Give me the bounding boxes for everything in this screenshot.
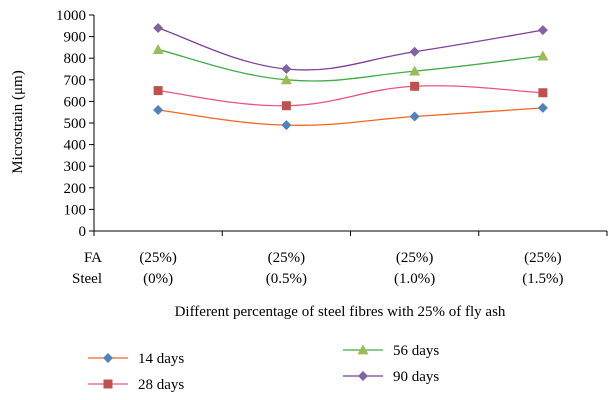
y-tick-label: 800 — [64, 51, 87, 67]
y-tick-label: 100 — [64, 202, 87, 218]
y-tick-label: 900 — [64, 30, 87, 46]
series-14-days — [153, 103, 548, 130]
category-label-steel: (1.5%) — [522, 271, 563, 287]
legend-item-14-days: 14 days — [88, 351, 184, 367]
category-row-label-steel: Steel — [72, 271, 102, 287]
data-point-14-days — [153, 105, 163, 115]
legend-marker — [103, 353, 113, 363]
legend-label: 28 days — [138, 377, 184, 393]
legend-item-56-days: 56 days — [343, 343, 439, 359]
y-tick-label: 600 — [64, 94, 87, 110]
data-point-28-days — [538, 88, 547, 97]
category-label-steel: (1.0%) — [394, 271, 435, 287]
legend-marker — [358, 371, 368, 381]
series-28-days — [154, 82, 548, 110]
legend-item-28-days: 28 days — [88, 377, 184, 393]
legend-label: 14 days — [138, 351, 184, 367]
legend-item-90-days: 90 days — [343, 369, 439, 385]
category-label-fa: (25%) — [268, 250, 306, 266]
data-point-56-days — [153, 44, 164, 54]
y-tick-label: 500 — [64, 116, 87, 132]
category-row-label-fa: FA — [84, 250, 102, 266]
legend-marker — [104, 380, 113, 389]
series-90-days — [153, 23, 548, 74]
series-line-28-days — [158, 86, 543, 106]
data-point-14-days — [281, 120, 291, 130]
y-tick-label: 700 — [64, 73, 87, 89]
category-label-fa: (25%) — [396, 250, 434, 266]
data-point-14-days — [410, 112, 420, 122]
legend-label: 90 days — [393, 369, 439, 385]
data-point-14-days — [538, 103, 548, 113]
data-point-90-days — [153, 23, 163, 33]
data-point-90-days — [538, 25, 548, 35]
data-point-90-days — [281, 64, 291, 74]
category-label-steel: (0%) — [143, 271, 173, 287]
data-point-28-days — [154, 86, 163, 95]
y-tick-label: 300 — [64, 159, 87, 175]
data-point-28-days — [410, 82, 419, 91]
category-label-steel: (0.5%) — [266, 271, 307, 287]
y-tick-label: 200 — [64, 181, 87, 197]
data-point-90-days — [410, 47, 420, 57]
y-axis-title: Microstrain (μm) — [10, 70, 26, 173]
y-tick-label: 1000 — [56, 8, 86, 24]
data-point-28-days — [282, 101, 291, 110]
data-point-56-days — [537, 51, 548, 61]
series-line-14-days — [158, 108, 543, 125]
y-tick-label: 400 — [64, 138, 87, 154]
x-axis-title: Different percentage of steel fibres wit… — [175, 304, 506, 320]
category-label-fa: (25%) — [139, 250, 177, 266]
y-tick-label: 0 — [79, 224, 87, 240]
category-label-fa: (25%) — [524, 250, 562, 266]
legend-label: 56 days — [393, 343, 439, 359]
